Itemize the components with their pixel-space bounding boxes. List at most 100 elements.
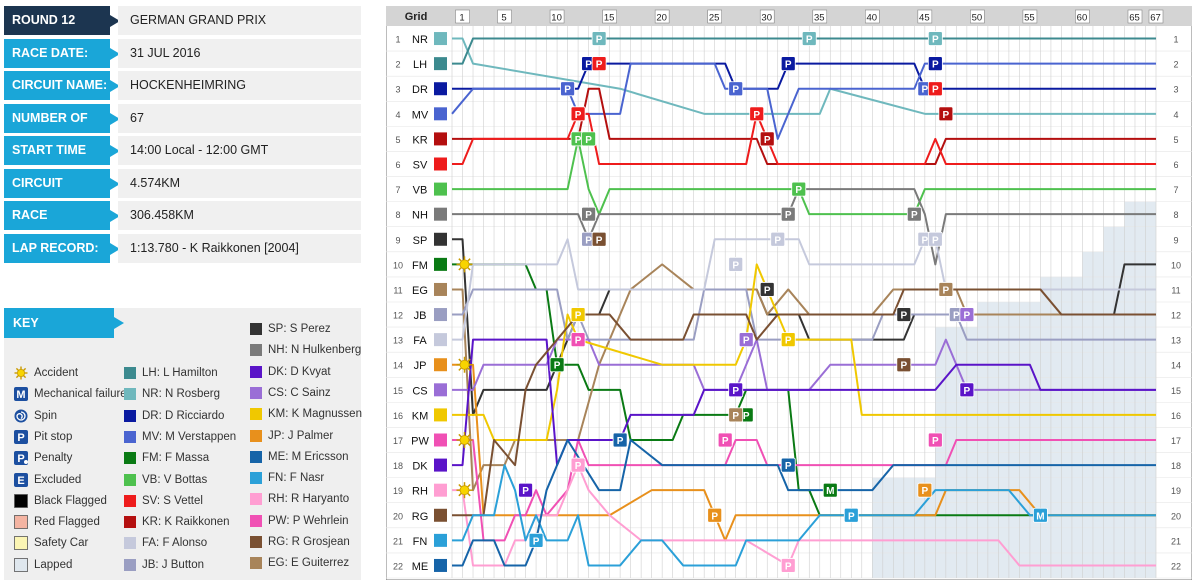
grid-driver-swatch (434, 333, 447, 347)
marker-glyph: P (785, 336, 792, 347)
grid-position-number: 4 (395, 110, 400, 120)
grid-driver-code: DR (412, 84, 428, 96)
finish-position-number: 15 (1171, 386, 1181, 396)
lap-tick-label: 15 (604, 13, 615, 24)
pit-stop-marker: P (927, 231, 943, 247)
marker-box (780, 332, 796, 348)
finish-position-number: 14 (1171, 361, 1181, 371)
finish-position-number: 7 (1173, 185, 1178, 195)
marker-glyph: P (575, 336, 582, 347)
lap-tick-box (455, 9, 470, 24)
pit-stop-marker: P (927, 81, 943, 97)
driver-label: LH: L Hamilton (142, 367, 218, 379)
grid-driver-code: SP (413, 235, 428, 247)
marker-box (822, 482, 838, 498)
driver-label: NH: N Hulkenberg (268, 344, 362, 357)
marker-glyph: P (711, 511, 718, 522)
pit-stop-marker: P (801, 31, 817, 46)
grid-driver-code: NR (412, 34, 428, 46)
driver-label: ME: M Ericsson (268, 450, 349, 463)
marker-glyph: P (964, 386, 971, 397)
key-symbol-label: Red Flagged (34, 516, 100, 529)
key-symbol-label: Black Flagged (34, 494, 107, 507)
grid-position-number: 8 (395, 210, 400, 220)
driver-color-swatch (124, 473, 136, 486)
accident-icon (456, 256, 473, 273)
info-row: ROUND 12 GERMAN GRAND PRIX (4, 6, 361, 35)
lap-tick-label: 10 (551, 13, 562, 24)
marker-box (707, 507, 723, 523)
marker-glyph: P (785, 210, 792, 221)
marker-glyph: P (943, 285, 950, 296)
driver-color-swatch (250, 323, 262, 335)
lap-tick-label: 60 (1077, 13, 1088, 24)
lap-tick-label: 67 (1150, 13, 1161, 24)
lap-tick-box (1022, 9, 1038, 24)
marker-box (728, 407, 744, 423)
lap-tick-box (1148, 9, 1164, 24)
driver-label: RH: R Haryanto (268, 493, 350, 506)
driver-color-swatch (124, 367, 136, 379)
marker-box (780, 558, 796, 573)
series-line-eg (452, 263, 1156, 492)
grid-driver-swatch (434, 157, 447, 171)
marker-box (728, 81, 744, 97)
finish-position-number: 17 (1171, 436, 1181, 446)
grid-position-number: 18 (393, 461, 403, 471)
grid-driver-swatch (434, 508, 447, 522)
driver-label: EG: E Guiterrez (268, 557, 350, 570)
grid-position-number: 16 (393, 411, 403, 421)
black-flagged-icon (14, 493, 28, 508)
grid-position-number: 12 (393, 311, 403, 321)
grid-driver-code: KM (412, 410, 429, 422)
pit-stop-icon: P (14, 429, 28, 444)
pit-stop-marker: P (570, 307, 586, 322)
info-value: 4.574KM (118, 168, 361, 198)
grid-driver-code: JP (414, 360, 427, 372)
grid-driver-swatch (434, 132, 447, 146)
lap-tick-box (654, 9, 670, 24)
grid-driver-swatch (434, 483, 447, 497)
info-value: HOCKENHEIMRING (118, 71, 361, 100)
pit-stop-marker: P (728, 407, 744, 423)
finish-position-number: 20 (1171, 511, 1181, 521)
marker-box (938, 282, 954, 297)
pit-stop-marker: P (738, 332, 754, 348)
driver-label: KR: K Raikkonen (142, 516, 230, 529)
pit-stop-marker: P (917, 482, 933, 498)
grid-driver-swatch (434, 57, 447, 71)
svg-text:P: P (17, 432, 24, 444)
series-line-nr (452, 37, 1156, 115)
grid-driver-code: RG (412, 511, 429, 523)
marker-box (570, 307, 586, 322)
grid-driver-swatch (434, 308, 447, 322)
pit-stop-marker: P (570, 106, 586, 122)
marker-glyph: P (732, 411, 739, 422)
marker-box (927, 81, 943, 97)
info-value: 306.458KM (118, 201, 361, 230)
lap-tick-label: 20 (656, 13, 667, 24)
lap-tick-box (549, 9, 565, 24)
grid-driver-code: VB (413, 185, 428, 197)
series-line-rg (452, 288, 1156, 517)
spin-icon (14, 409, 28, 423)
race-info-panel: ROUND 12 GERMAN GRAND PRIX RACE DATE: 31 JU… (4, 6, 361, 266)
red-flagged-icon (14, 515, 28, 529)
marker-box (570, 332, 586, 348)
marker-glyph: P (764, 135, 771, 146)
grid-position-number: 15 (393, 386, 403, 396)
lap-tick-label: 45 (919, 13, 930, 24)
marker-glyph: P (564, 85, 571, 96)
marker-box (780, 56, 796, 72)
pit-stop-marker: P (938, 282, 954, 297)
pit-stop-marker: P (791, 181, 807, 197)
marker-box (896, 307, 912, 322)
driver-color-swatch (250, 386, 262, 399)
marker-glyph: P (932, 60, 939, 71)
grid-driver-code: FA (413, 335, 427, 347)
driver-color-swatch (124, 452, 136, 465)
finish-position-number: 12 (1171, 311, 1181, 321)
driver-color-swatch (250, 472, 262, 485)
pit-stop-marker: P (938, 106, 954, 122)
grid-driver-code: ME (412, 561, 429, 573)
